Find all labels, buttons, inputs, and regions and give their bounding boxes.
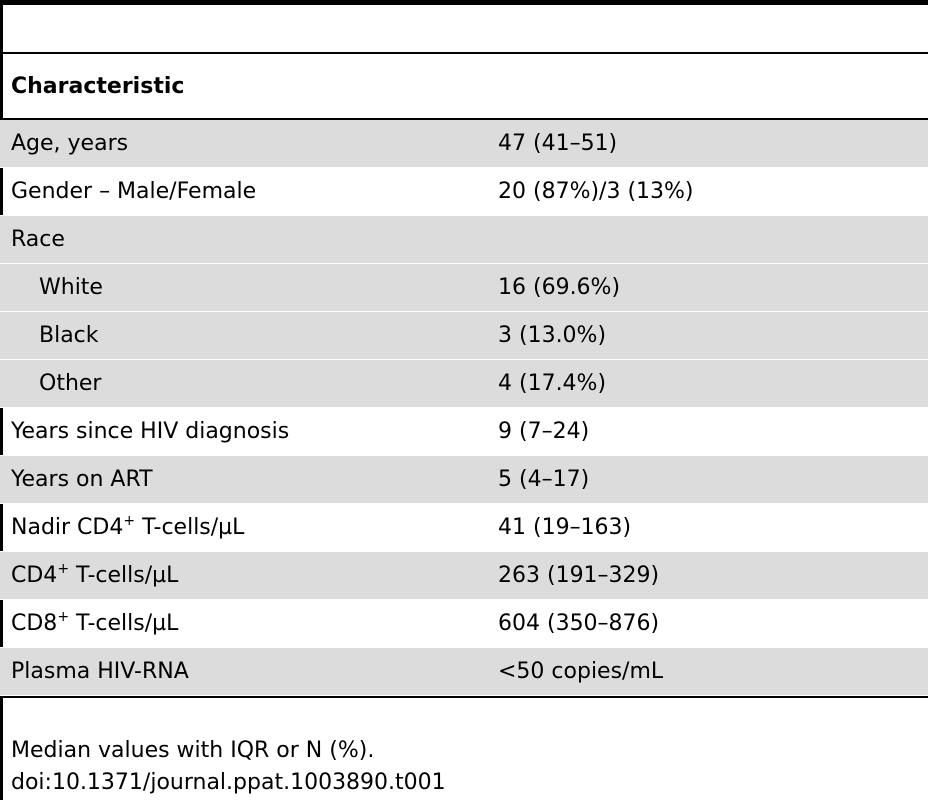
- row-label: Other: [39, 371, 102, 396]
- row-value: 20 (87%)/3 (13%): [498, 179, 694, 204]
- row-value: 263 (191–329): [498, 563, 660, 588]
- row-label: CD8+ T-cells/µL: [11, 609, 179, 636]
- row-label: Years on ART: [11, 467, 153, 492]
- column-header-characteristic: Characteristic: [11, 73, 185, 99]
- row-label: Nadir CD4+ T-cells/µL: [11, 513, 245, 540]
- row-value: <50 copies/mL: [498, 659, 664, 684]
- table-bottom-rule: [0, 696, 928, 698]
- row-label: Black: [39, 323, 99, 348]
- row-label: Gender – Male/Female: [11, 179, 257, 204]
- table-row-nadir-cd4: Nadir CD4+ T-cells/µL 41 (19–163): [0, 504, 928, 552]
- table-row-plasma-hiv-rna: Plasma HIV-RNA <50 copies/mL: [0, 648, 928, 696]
- row-value: 47 (41–51): [498, 131, 618, 156]
- row-label: Race: [11, 227, 65, 252]
- row-value: 3 (13.0%): [498, 323, 607, 348]
- table-row-years-since-diagnosis: Years since HIV diagnosis 9 (7–24): [0, 408, 928, 456]
- top-border-rule: [0, 0, 928, 5]
- table-footer: Median values with IQR or N (%). doi:10.…: [11, 735, 446, 799]
- row-value: 9 (7–24): [498, 419, 590, 444]
- table-row-race: Race: [0, 216, 928, 264]
- table-row-race-other: Other 4 (17.4%): [0, 360, 928, 408]
- table-footnote: Median values with IQR or N (%).: [11, 738, 375, 763]
- row-value: 4 (17.4%): [498, 371, 607, 396]
- row-value: 5 (4–17): [498, 467, 590, 492]
- table-header-row: Characteristic: [0, 54, 928, 120]
- table-row-gender: Gender – Male/Female 20 (87%)/3 (13%): [0, 168, 928, 216]
- table-row-race-black: Black 3 (13.0%): [0, 312, 928, 360]
- row-label: Plasma HIV-RNA: [11, 659, 189, 684]
- row-label: White: [39, 275, 103, 300]
- table-row-cd8: CD8+ T-cells/µL 604 (350–876): [0, 600, 928, 648]
- row-value: 41 (19–163): [498, 515, 632, 540]
- row-label: Years since HIV diagnosis: [11, 419, 290, 444]
- table-row-age: Age, years 47 (41–51): [0, 120, 928, 168]
- table-caption-spacer: [0, 5, 928, 54]
- characteristics-table: Characteristic Age, years 47 (41–51) Gen…: [0, 5, 928, 698]
- row-value: 604 (350–876): [498, 611, 660, 636]
- table-row-race-white: White 16 (69.6%): [0, 264, 928, 312]
- row-label: CD4+ T-cells/µL: [11, 561, 179, 588]
- row-value: 16 (69.6%): [498, 275, 621, 300]
- table-row-cd4: CD4+ T-cells/µL 263 (191–329): [0, 552, 928, 600]
- row-label: Age, years: [11, 131, 129, 156]
- doi-text: doi:10.1371/journal.ppat.1003890.t001: [11, 770, 446, 795]
- table-row-years-on-art: Years on ART 5 (4–17): [0, 456, 928, 504]
